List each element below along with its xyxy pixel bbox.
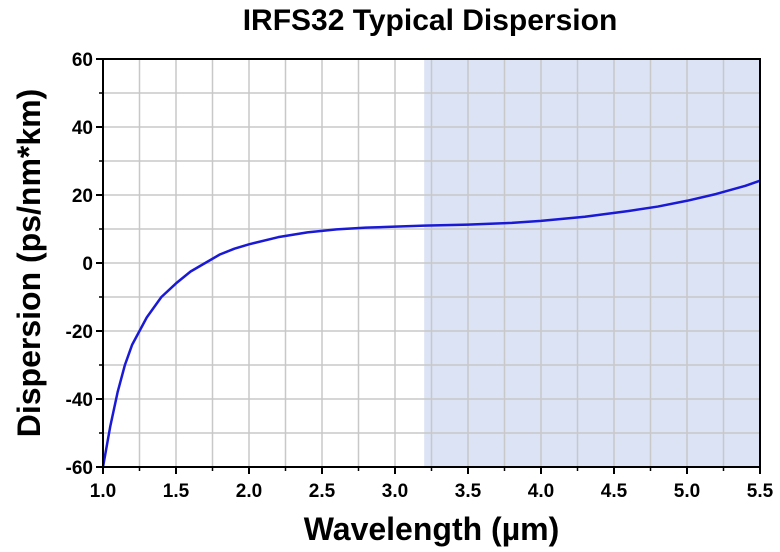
x-tick-label: 5.5	[747, 481, 774, 502]
series-line-0	[101, 179, 761, 468]
x-axis-title: Wavelength (µm)	[304, 511, 559, 547]
y-tick-label: -40	[66, 390, 93, 411]
y-tick-label: -60	[66, 458, 93, 479]
x-tick-label: 5.0	[674, 481, 700, 502]
x-tick-label: 3.0	[382, 481, 408, 502]
y-tick-label: -20	[66, 322, 93, 343]
y-tick-label: 20	[72, 186, 93, 207]
y-tick-label: 60	[72, 50, 93, 71]
x-tick-label: 1.0	[90, 481, 116, 502]
x-tick-label: 2.5	[309, 481, 336, 502]
x-tick-label: 3.5	[455, 481, 482, 502]
x-tick-label: 4.0	[528, 481, 554, 502]
chart-title: IRFS32 Typical Dispersion	[242, 4, 618, 37]
y-axis-title: Dispersion (ps/nm*km)	[11, 89, 47, 438]
x-tick-label: 2.0	[236, 481, 262, 502]
x-tick-label: 4.5	[601, 481, 628, 502]
x-tick-label: 1.5	[163, 481, 190, 502]
y-tick-label: 40	[72, 118, 93, 139]
y-tick-label: 0	[82, 254, 93, 275]
